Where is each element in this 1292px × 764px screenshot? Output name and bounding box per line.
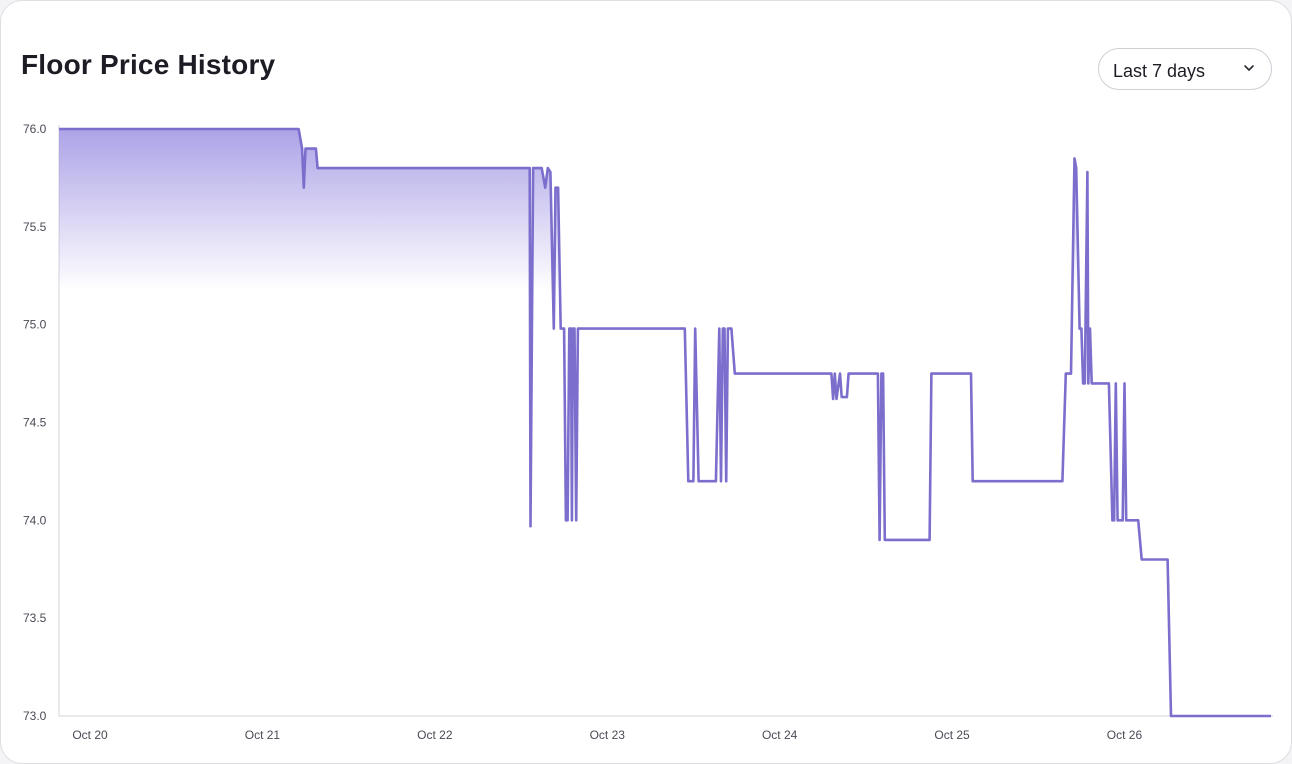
- y-tick-label: 75.5: [23, 220, 47, 234]
- y-tick-label: 73.0: [23, 709, 47, 723]
- price-area-fill: [59, 129, 1271, 716]
- x-tick-label: Oct 20: [72, 728, 108, 742]
- y-axis: 76.0 75.5 75.0 74.5 74.0 73.5 73.0: [23, 122, 59, 723]
- x-axis: Oct 20 Oct 21 Oct 22 Oct 23 Oct 24 Oct 25 Oct …: [59, 716, 1273, 742]
- y-tick-label: 75.0: [23, 318, 47, 332]
- x-tick-label: Oct 25: [934, 728, 970, 742]
- x-tick-label: Oct 22: [417, 728, 453, 742]
- y-tick-label: 76.0: [23, 122, 47, 136]
- y-tick-label: 74.5: [23, 416, 47, 430]
- x-tick-label: Oct 24: [762, 728, 798, 742]
- x-tick-label: Oct 23: [590, 728, 626, 742]
- y-tick-label: 73.5: [23, 611, 47, 625]
- y-tick-label: 74.0: [23, 513, 47, 527]
- x-tick-label: Oct 26: [1107, 728, 1143, 742]
- x-tick-label: Oct 21: [245, 728, 281, 742]
